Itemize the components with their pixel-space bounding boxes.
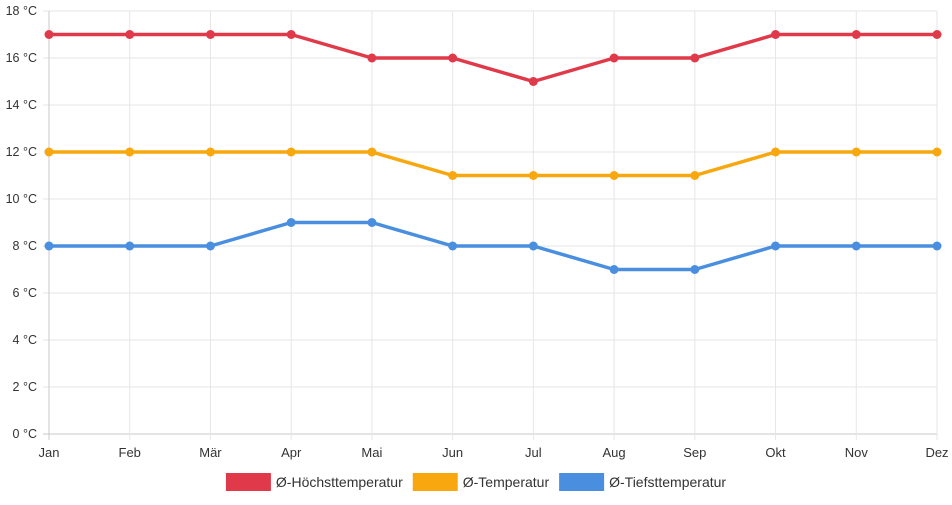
data-point — [771, 241, 781, 251]
data-point — [932, 30, 942, 39]
x-tick-label: Jul — [525, 445, 542, 460]
data-point — [851, 241, 861, 251]
data-point — [690, 171, 700, 180]
data-point — [44, 147, 54, 157]
y-tick-label: 18 °C — [6, 4, 37, 18]
series-3 — [44, 218, 942, 274]
x-tick-label: Jan — [39, 445, 60, 460]
data-point — [125, 241, 135, 251]
data-point — [367, 218, 377, 227]
data-point — [286, 147, 296, 157]
legend-swatch — [412, 473, 458, 491]
x-tick-label: Feb — [119, 445, 141, 460]
legend: Ø-Höchsttemperatur Ø-Temperatur Ø-Tiefstte… — [225, 473, 726, 491]
data-point — [367, 147, 377, 157]
data-point — [125, 147, 135, 157]
y-tick-label: 16 °C — [6, 51, 37, 65]
data-point — [690, 53, 700, 63]
data-point — [851, 30, 861, 39]
data-point — [44, 241, 54, 251]
data-point — [448, 171, 458, 180]
data-point — [448, 53, 458, 63]
data-point — [690, 265, 700, 274]
series-lines — [44, 30, 942, 274]
series-line — [47, 220, 939, 272]
data-point — [205, 30, 215, 39]
y-tick-label: 10 °C — [6, 192, 37, 206]
data-point — [528, 171, 538, 180]
data-point — [528, 77, 538, 86]
data-point — [609, 265, 619, 274]
x-tick-label: Sep — [683, 445, 706, 460]
data-point — [851, 147, 861, 157]
x-tick-label: Aug — [603, 445, 626, 460]
y-tick-label: 6 °C — [13, 286, 37, 300]
data-point — [205, 241, 215, 251]
legend-swatch — [225, 473, 271, 491]
x-tick-label: Okt — [765, 445, 786, 460]
legend-swatch — [559, 473, 605, 491]
data-point — [448, 241, 458, 251]
data-point — [932, 147, 942, 157]
data-point — [286, 218, 296, 227]
x-tick-label: Jun — [442, 445, 463, 460]
data-point — [528, 241, 538, 251]
data-point — [771, 30, 781, 39]
series-1 — [44, 30, 942, 86]
grid-lines — [43, 10, 938, 440]
data-point — [609, 171, 619, 180]
x-tick-label: Nov — [845, 445, 869, 460]
y-tick-label: 4 °C — [13, 333, 37, 347]
series-line — [47, 150, 939, 178]
data-point — [44, 30, 54, 39]
data-point — [125, 30, 135, 39]
data-point — [286, 30, 296, 39]
series-line — [47, 32, 939, 84]
y-tick-label: 12 °C — [6, 145, 37, 159]
data-point — [609, 53, 619, 63]
legend-label: Ø-Temperatur — [463, 474, 550, 490]
x-tick-label: Dez — [925, 445, 948, 460]
y-tick-label: 14 °C — [6, 98, 37, 112]
data-point — [205, 147, 215, 157]
legend-label: Ø-Höchsttemperatur — [276, 474, 403, 490]
y-tick-label: 8 °C — [13, 239, 37, 253]
data-point — [932, 241, 942, 251]
x-tick-label: Mai — [361, 445, 382, 460]
data-point — [367, 53, 377, 63]
x-tick-label: Mär — [199, 445, 222, 460]
x-tick-label: Apr — [281, 445, 302, 460]
legend-label: Ø-Tiefsttemperatur — [609, 474, 726, 490]
axes: 0 °C 2 °C 4 °C 6 °C 8 °C 10 °C 12 °C 14 °C 16 °C… — [6, 4, 949, 460]
y-tick-label: 2 °C — [13, 380, 37, 394]
data-point — [771, 147, 781, 157]
series-2 — [44, 147, 942, 180]
y-tick-label: 0 °C — [13, 427, 37, 441]
